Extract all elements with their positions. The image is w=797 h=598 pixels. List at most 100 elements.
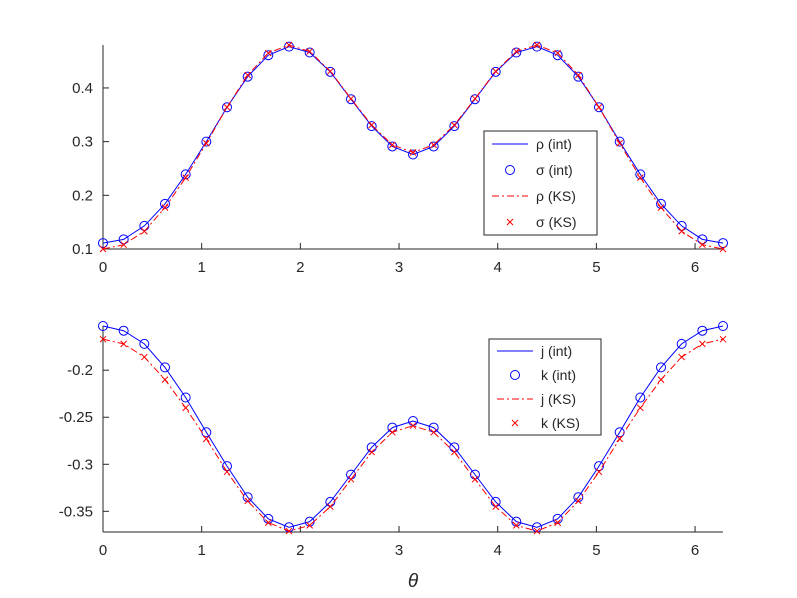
- x-axis-label: θ: [408, 571, 419, 592]
- series-line: [102, 325, 724, 528]
- y-tick-label: 0.4: [72, 80, 93, 97]
- data-point-circle: [593, 461, 604, 472]
- x-tick-label: 0: [99, 542, 107, 559]
- data-point-circle: [180, 169, 191, 180]
- x-tick-label: 6: [691, 259, 699, 276]
- data-point-circle: [552, 50, 563, 61]
- x-tick-label: 1: [198, 542, 206, 559]
- data-point-cross: [388, 428, 396, 436]
- data-point-cross: [140, 227, 148, 235]
- legend-label: σ (KS): [536, 214, 577, 230]
- series-3: [99, 41, 727, 253]
- x-tick-label: 5: [592, 259, 600, 276]
- data-point-circle: [242, 492, 253, 503]
- series-line: [102, 338, 724, 532]
- data-point-cross: [409, 422, 417, 430]
- data-point-circle: [201, 136, 212, 147]
- data-point-circle: [511, 516, 522, 527]
- data-point-circle: [242, 71, 253, 82]
- data-point-cross: [657, 204, 665, 212]
- series-1: [98, 41, 728, 249]
- data-point-circle: [221, 461, 232, 472]
- data-point-cross: [492, 67, 500, 75]
- data-point-circle: [511, 47, 522, 58]
- data-point-cross: [678, 353, 686, 361]
- data-point-cross: [388, 141, 396, 149]
- data-point-cross: [223, 468, 231, 476]
- data-point-circle: [718, 238, 728, 249]
- data-point-cross: [450, 448, 458, 456]
- data-point-circle: [408, 149, 418, 160]
- data-point-circle: [263, 50, 274, 61]
- x-tick-label: 1: [198, 259, 206, 276]
- x-tick-label: 2: [296, 542, 304, 559]
- data-point-circle: [573, 71, 584, 82]
- data-point-cross: [430, 141, 438, 149]
- legend-label: j (int): [540, 343, 572, 359]
- data-point-circle: [159, 362, 170, 373]
- data-point-cross: [471, 475, 479, 483]
- data-point-circle: [531, 522, 542, 533]
- data-point-circle: [98, 321, 108, 331]
- data-point-cross: [554, 519, 562, 526]
- data-point-cross: [202, 139, 210, 147]
- x-tick-label: 3: [395, 259, 403, 276]
- data-point-circle: [139, 220, 150, 231]
- x-tick-label: 0: [99, 259, 107, 276]
- series-1: [98, 321, 728, 533]
- data-point-cross: [120, 340, 128, 348]
- data-point-cross: [120, 241, 128, 249]
- x-tick-label: 5: [592, 542, 600, 559]
- data-point-cross: [161, 204, 169, 212]
- data-point-circle: [221, 102, 232, 113]
- data-point-cross: [285, 41, 293, 49]
- data-point-cross: [698, 340, 706, 348]
- data-point-cross: [244, 71, 252, 79]
- legend-swatch-circle: [510, 370, 520, 380]
- y-tick-label: -0.35: [59, 503, 93, 520]
- data-point-cross: [636, 174, 644, 181]
- data-point-circle: [593, 102, 604, 113]
- data-point-circle: [552, 513, 563, 524]
- x-tick-label: 4: [494, 542, 502, 559]
- data-point-cross: [450, 121, 458, 129]
- legend: j (int) k (int) j (KS) k (KS): [488, 338, 602, 436]
- data-point-cross: [698, 241, 706, 249]
- data-point-circle: [697, 325, 708, 336]
- data-point-circle: [614, 136, 625, 147]
- data-point-cross: [140, 353, 148, 361]
- data-point-circle: [180, 392, 191, 403]
- legend-swatch-circle: [505, 165, 515, 175]
- data-point-circle: [635, 169, 646, 180]
- data-point-cross: [99, 335, 107, 343]
- data-point-circle: [449, 121, 460, 132]
- data-point-cross: [719, 245, 727, 253]
- data-point-cross: [244, 497, 252, 505]
- data-point-circle: [573, 492, 584, 503]
- data-point-circle: [718, 321, 728, 331]
- data-point-circle: [697, 234, 708, 245]
- y-tick-label: 0.1: [72, 241, 93, 258]
- y-tick-label: 0.2: [72, 187, 93, 204]
- data-point-cross: [616, 435, 624, 443]
- data-point-circle: [118, 325, 129, 336]
- data-point-cross: [492, 503, 500, 510]
- data-point-cross: [471, 95, 479, 103]
- data-point-cross: [636, 404, 644, 412]
- legend: ρ (int) σ (int) ρ (KS) σ (KS): [483, 130, 598, 236]
- data-point-circle: [490, 66, 501, 77]
- data-point-cross: [616, 139, 624, 147]
- legend-swatch-cross: [506, 218, 514, 226]
- data-point-circle: [263, 513, 274, 524]
- data-point-circle: [676, 338, 687, 349]
- data-point-cross: [719, 335, 727, 343]
- legend-label: k (int): [541, 367, 576, 383]
- data-point-cross: [595, 468, 603, 476]
- series-2: [102, 338, 724, 532]
- x-tick-label: 3: [395, 542, 403, 559]
- x-tick-label: 2: [296, 259, 304, 276]
- data-point-cross: [657, 376, 665, 383]
- data-point-cross: [533, 41, 541, 49]
- y-tick-label: 0.3: [72, 134, 93, 151]
